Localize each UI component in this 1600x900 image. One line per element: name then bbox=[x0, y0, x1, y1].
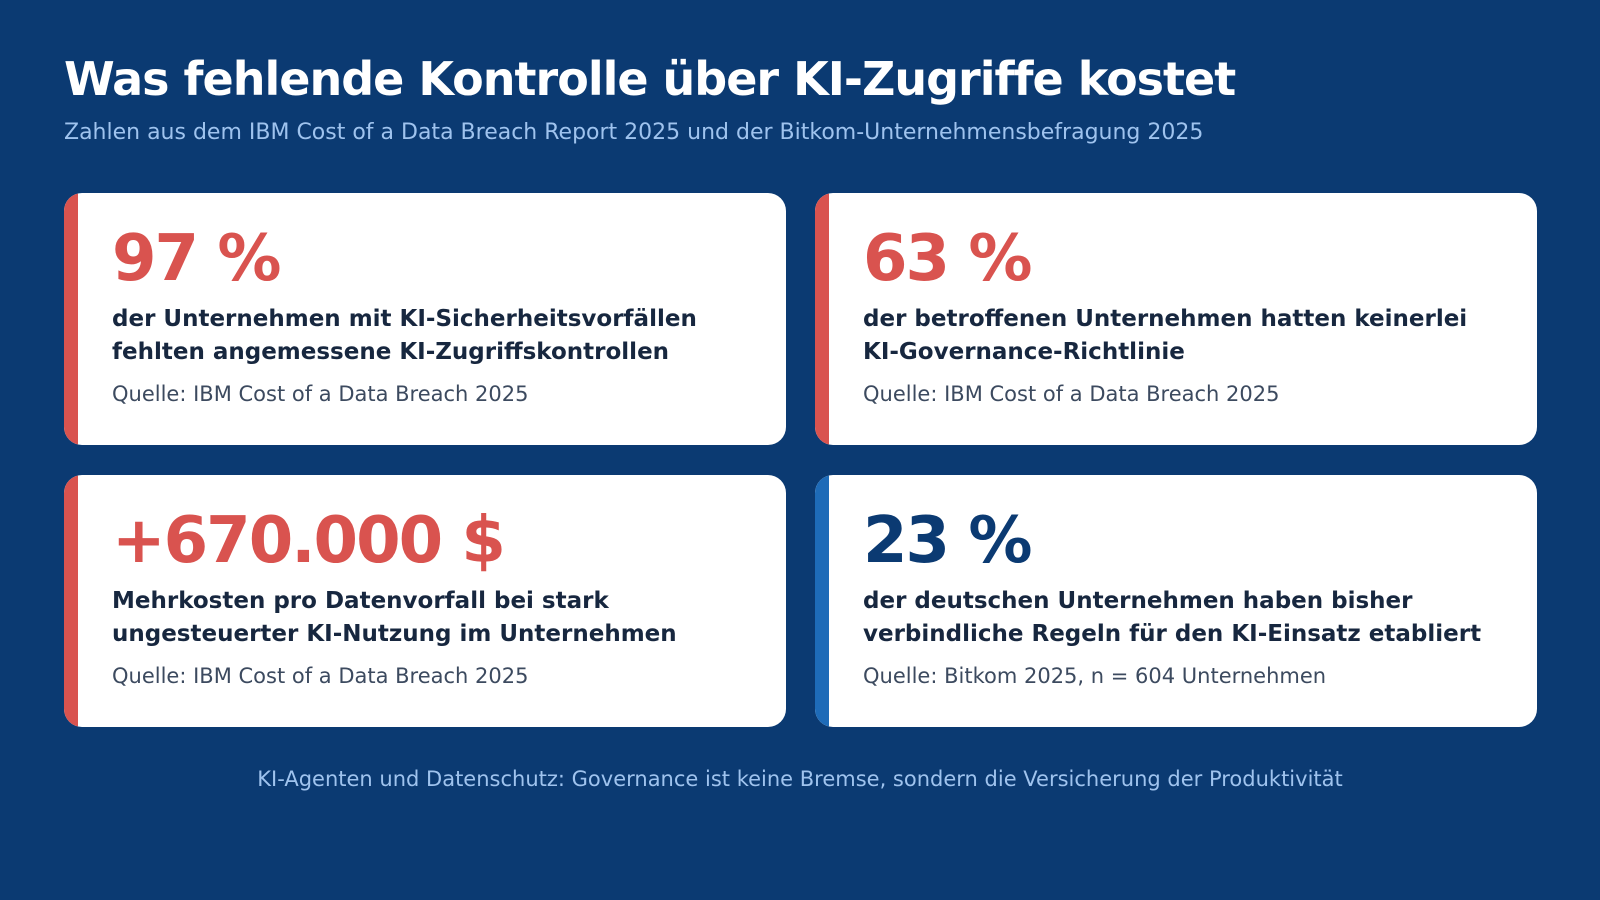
stat-description: der betroffenen Unternehmen hatten keine… bbox=[863, 306, 1468, 365]
stat-value: 63 % bbox=[863, 222, 1032, 296]
stat-card-ai-access-controls: 97 % der Unternehmen mit KI-Sicherheitsv… bbox=[64, 193, 786, 445]
stat-description: der Unternehmen mit KI-Sicherheitsvorfäl… bbox=[112, 306, 697, 365]
stat-card-governance-policy: 63 % der betroffenen Unternehmen hatten … bbox=[815, 193, 1537, 445]
stat-value: +670.000 $ bbox=[112, 504, 506, 578]
stat-source: Quelle: Bitkom 2025, n = 604 Unternehmen bbox=[863, 664, 1327, 688]
stat-value: 23 % bbox=[863, 504, 1032, 578]
card-accent-bar bbox=[64, 193, 78, 445]
card-accent-bar bbox=[815, 193, 829, 445]
stat-source: Quelle: IBM Cost of a Data Breach 2025 bbox=[863, 382, 1280, 406]
stat-card-extra-costs: +670.000 $ Mehrkosten pro Datenvorfall b… bbox=[64, 475, 786, 727]
page-title: Was fehlende Kontrolle über KI-Zugriffe … bbox=[64, 52, 1236, 106]
page-subtitle: Zahlen aus dem IBM Cost of a Data Breach… bbox=[64, 120, 1204, 145]
stat-value: 97 % bbox=[112, 222, 281, 296]
stat-card-binding-rules: 23 % der deutschen Unternehmen haben bis… bbox=[815, 475, 1537, 727]
stat-source: Quelle: IBM Cost of a Data Breach 2025 bbox=[112, 382, 529, 406]
stat-source: Quelle: IBM Cost of a Data Breach 2025 bbox=[112, 664, 529, 688]
card-accent-bar bbox=[64, 475, 78, 727]
stat-description: Mehrkosten pro Datenvorfall bei stark un… bbox=[112, 588, 677, 647]
card-accent-bar bbox=[815, 475, 829, 727]
footer-tagline: KI-Agenten und Datenschutz: Governance i… bbox=[257, 767, 1343, 791]
stat-description: der deutschen Unternehmen haben bisher v… bbox=[863, 588, 1482, 647]
